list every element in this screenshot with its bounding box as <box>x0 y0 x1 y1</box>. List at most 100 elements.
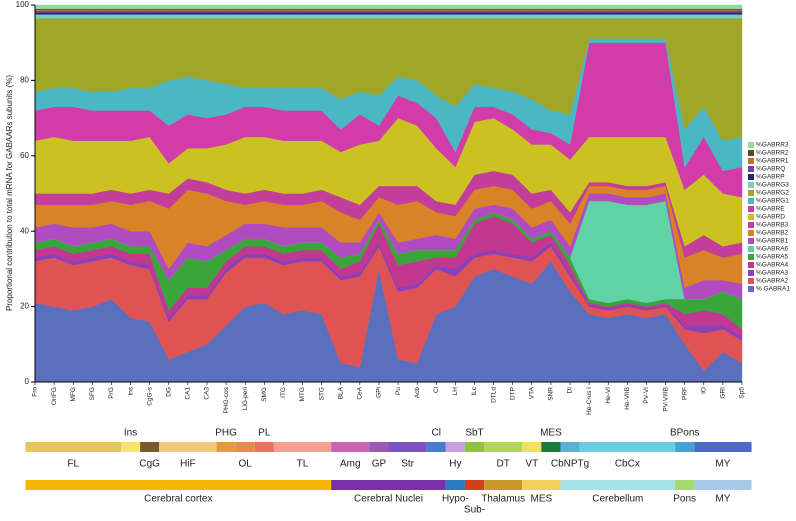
region-label: Cl <box>432 428 441 439</box>
x-tick-label: VTA <box>529 386 536 399</box>
legend-label: %GABRA2 <box>756 278 789 285</box>
x-tick-label: Acb <box>414 387 421 399</box>
region-segment <box>579 442 676 452</box>
region-label: CbCx <box>615 459 640 470</box>
region-label: Cerebellum <box>592 494 643 505</box>
region-segment <box>331 442 370 452</box>
region-label: DT <box>496 459 509 470</box>
region-label: Cerebral Nuclei <box>354 494 423 505</box>
legend-label: %GABRG1 <box>756 198 789 205</box>
region-segment <box>140 442 160 452</box>
region-segment <box>560 480 676 490</box>
legend-swatch <box>748 206 754 212</box>
legend-label: %GABRB2 <box>756 230 789 237</box>
x-tick-label: Pu <box>395 387 402 395</box>
y-tick-label: 20 <box>20 302 29 311</box>
x-tick-label: DI <box>567 387 574 394</box>
legend-label: %GABRE <box>756 206 785 213</box>
x-tick-label: Cl <box>433 386 440 393</box>
x-tick-label: LH <box>452 387 459 396</box>
x-tick-label: CgG-s <box>146 386 153 406</box>
y-tick-label: 0 <box>25 377 30 386</box>
legend-swatch <box>748 270 754 276</box>
y-tick-label: 40 <box>20 226 29 235</box>
region-label: TL <box>297 459 309 470</box>
region-label: PL <box>258 428 271 439</box>
x-tick-label: Fro <box>32 387 39 397</box>
region-label: SbT <box>465 428 483 439</box>
legend-label: %GABRD <box>756 214 785 221</box>
x-tick-label: PRF <box>681 387 688 400</box>
region-label: Str <box>401 459 414 470</box>
legend-label: %GABRR3 <box>756 142 789 149</box>
legend-swatch <box>748 278 754 284</box>
region-label: GP <box>372 459 387 470</box>
region-segment <box>216 442 236 452</box>
region-segment <box>25 442 121 452</box>
x-tick-label: MTG <box>299 387 306 401</box>
region-label: PHG <box>215 428 237 439</box>
legend-label: %GABRA6 <box>756 246 789 253</box>
legend-label: %GABRA3 <box>756 270 789 277</box>
x-tick-label: PV-VI <box>643 387 650 404</box>
area-band <box>34 10 743 13</box>
region-label: Sub- <box>464 505 485 516</box>
x-tick-label: CeA <box>357 386 364 399</box>
region-label: MES <box>540 428 562 439</box>
region-segment <box>464 480 485 490</box>
x-tick-label: MFG <box>70 387 77 401</box>
x-tick-label: ITG <box>280 387 287 398</box>
y-tick-label: 80 <box>20 76 29 85</box>
x-tick-label: He-VIIB <box>624 387 631 410</box>
x-tick-label: Sp5 <box>739 387 746 399</box>
region-segment <box>522 442 542 452</box>
region-segment <box>159 442 217 452</box>
region-segment <box>25 480 332 490</box>
region-label: BPons <box>670 428 699 439</box>
x-tick-label: SFG <box>89 387 96 400</box>
area-band <box>34 4 743 9</box>
x-tick-label: He-VI <box>605 387 612 404</box>
x-tick-label: GPi <box>376 387 383 398</box>
region-label: OL <box>239 459 253 470</box>
legend-swatch <box>748 150 754 156</box>
legend-swatch <box>748 158 754 164</box>
y-axis-label: Proportional contribution to total mRNA … <box>5 75 14 311</box>
region-segment <box>484 442 523 452</box>
x-tick-label: PHG-cos <box>223 386 230 413</box>
region-segment <box>694 442 752 452</box>
x-tick-label: CA3 <box>204 387 211 400</box>
region-label: Hy <box>449 459 461 470</box>
region-label: Cerebral cortex <box>144 494 212 505</box>
region-label: VT <box>525 459 538 470</box>
legend-swatch <box>748 254 754 260</box>
x-tick-label: LiG-peri <box>242 387 249 410</box>
region-segment <box>522 480 561 490</box>
legend-swatch <box>748 286 754 292</box>
legend-swatch <box>748 238 754 244</box>
legend-swatch <box>748 230 754 236</box>
region-segment <box>273 442 332 452</box>
x-tick-label: IO <box>701 387 708 394</box>
x-tick-label: SNR <box>548 387 555 401</box>
region-label: Hypo- <box>442 494 469 505</box>
region-segment <box>235 442 255 452</box>
x-tick-label: Ins <box>127 386 134 395</box>
x-tick-label: DG <box>165 387 172 397</box>
region-label: FL <box>67 459 79 470</box>
region-segment <box>694 480 752 490</box>
x-tick-label: STG <box>318 387 325 400</box>
area-band <box>34 14 743 19</box>
legend-label: %GABRA4 <box>756 262 789 269</box>
legend-swatch <box>748 174 754 180</box>
region-segment <box>675 480 695 490</box>
legend-label: %GABRR1 <box>756 158 789 165</box>
legend-label: %GABRQ <box>756 166 785 173</box>
region-label: CgG <box>139 459 160 470</box>
region-segment <box>331 480 446 490</box>
region-label: MY <box>715 494 730 505</box>
x-tick-label: OrIFG <box>51 387 58 405</box>
region-label: Ins <box>124 428 137 439</box>
x-tick-label: DTP <box>509 387 516 400</box>
